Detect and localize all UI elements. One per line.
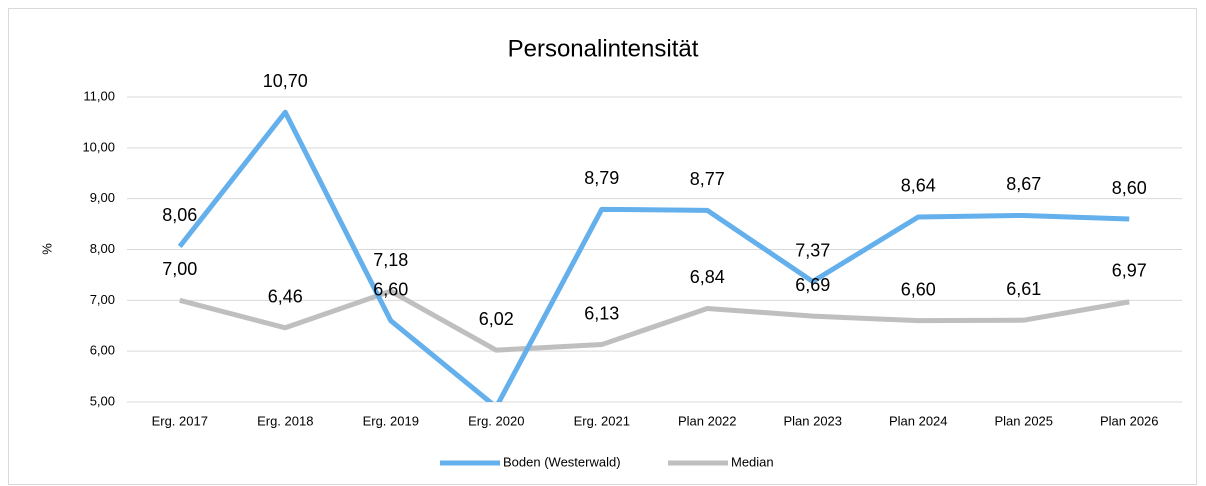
data-label: 6,97 <box>1112 261 1147 281</box>
y-tick-label: 7,00 <box>90 292 115 307</box>
x-tick-label: Erg. 2019 <box>363 413 419 428</box>
data-label: 6,13 <box>584 303 619 323</box>
x-tick-label: Plan 2022 <box>678 413 737 428</box>
x-tick-label: Plan 2025 <box>994 413 1053 428</box>
data-label: 6,61 <box>1006 279 1041 299</box>
data-label: 7,00 <box>162 259 197 279</box>
data-label: 8,60 <box>1112 178 1147 198</box>
x-tick-label: Erg. 2018 <box>257 413 313 428</box>
y-tick-label: 8,00 <box>90 241 115 256</box>
y-tick-label: 11,00 <box>83 88 115 103</box>
x-tick-label: Erg. 2020 <box>468 413 524 428</box>
chart-title: Personalintensität <box>508 35 699 62</box>
plot-area <box>177 109 1130 402</box>
data-label: 6,69 <box>795 275 830 295</box>
y-tick-label: 6,00 <box>90 343 115 358</box>
y-tick-label: 5,00 <box>90 393 115 408</box>
series-line <box>179 288 1130 353</box>
data-label: 7,37 <box>795 240 830 260</box>
legend-label: Boden (Westerwald) <box>503 454 621 469</box>
x-tick-label: Erg. 2021 <box>574 413 630 428</box>
data-label: 6,46 <box>268 287 303 307</box>
data-label: 7,18 <box>373 250 408 270</box>
data-label: 10,70 <box>263 71 308 91</box>
x-tick-label: Plan 2024 <box>889 413 948 428</box>
data-label: 6,84 <box>690 267 725 287</box>
data-label: 8,64 <box>901 176 936 196</box>
y-tick-label: 9,00 <box>90 190 115 205</box>
y-tick-label: 10,00 <box>82 139 115 154</box>
data-label: 6,60 <box>373 279 408 299</box>
data-label: 8,67 <box>1006 174 1041 194</box>
data-label: 8,77 <box>690 169 725 189</box>
data-label: 6,02 <box>479 309 514 329</box>
data-label: 8,06 <box>162 205 197 225</box>
data-label: 6,60 <box>901 279 936 299</box>
x-tick-label: Plan 2023 <box>783 413 842 428</box>
series-line <box>177 109 1130 402</box>
chart-frame <box>8 8 1197 485</box>
data-label: 8,79 <box>584 168 619 188</box>
y-axis-label: % <box>39 243 54 255</box>
x-tick-label: Plan 2026 <box>1100 413 1159 428</box>
x-tick-label: Erg. 2017 <box>152 413 208 428</box>
legend-label: Median <box>731 454 774 469</box>
